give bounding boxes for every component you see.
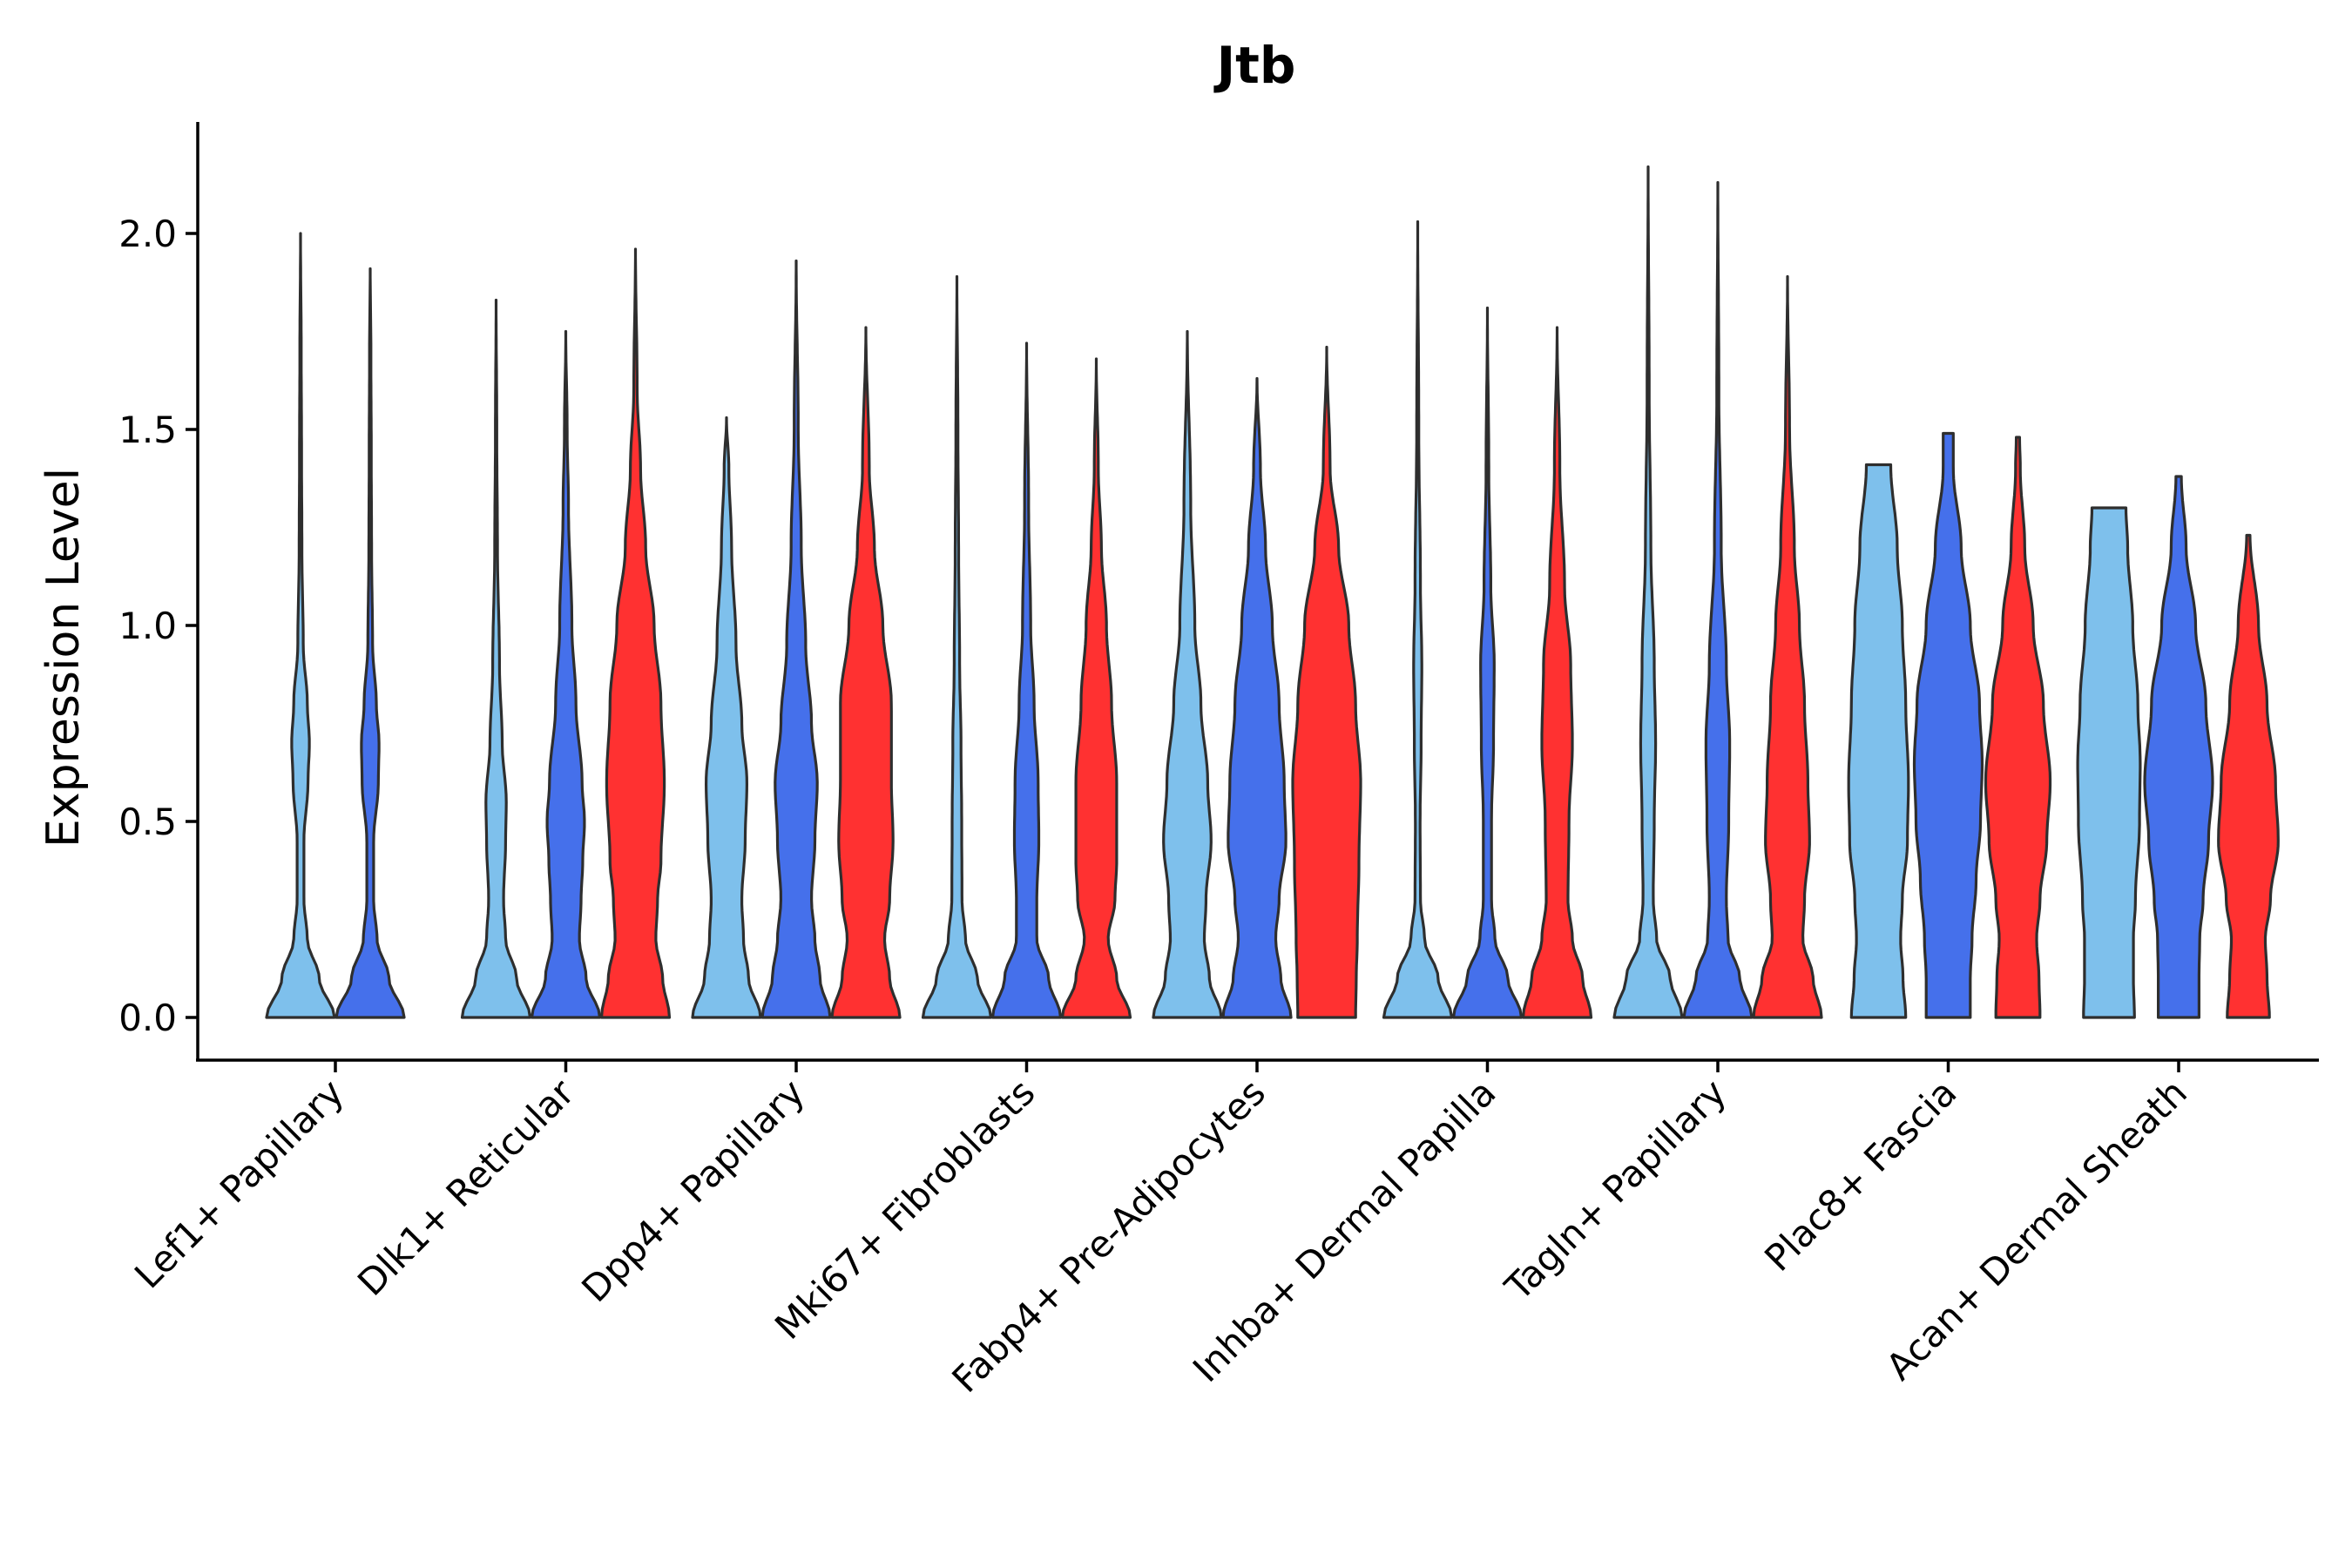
- violin-6-2: [1451, 306, 1524, 1019]
- x-tick-label: Plac8+ Fascia: [1756, 1071, 1964, 1279]
- x-tick-label: Lef1+ Papillary: [126, 1071, 352, 1296]
- violin-7-1: [1612, 165, 1684, 1019]
- violin-2-3: [599, 247, 672, 1019]
- y-axis-label: Expression Level: [37, 468, 90, 848]
- violin-8-1: [1847, 463, 1910, 1019]
- x-tick-label: Dlk1+ Reticular: [349, 1071, 583, 1304]
- violin-5-2: [1221, 376, 1293, 1019]
- violin-6-1: [1382, 220, 1454, 1019]
- x-tick-label: Dpp4+ Papillary: [573, 1071, 813, 1310]
- x-tick-label: Mki67+ Fibroblasts: [767, 1071, 1043, 1347]
- violin-7-2: [1682, 180, 1754, 1019]
- y-tick-label: 0.0: [118, 997, 177, 1039]
- violin-4-2: [990, 341, 1063, 1019]
- violin-1-2: [335, 267, 406, 1019]
- y-tick-label: 0.5: [118, 801, 177, 843]
- y-tick-label: 1.5: [118, 409, 177, 451]
- violin-3-3: [830, 326, 902, 1019]
- x-tick-label: Tagln+ Papillary: [1497, 1071, 1734, 1308]
- violin-2-1: [460, 298, 532, 1019]
- violin-8-3: [1984, 436, 2052, 1019]
- violin-1-1: [265, 232, 336, 1019]
- violin-5-1: [1152, 329, 1223, 1019]
- violin-5-3: [1291, 345, 1362, 1019]
- y-tick-label: 2.0: [118, 213, 177, 255]
- chart-title: Jtb: [1213, 36, 1296, 95]
- violin-8-2: [1912, 431, 1984, 1019]
- violin-9-3: [2217, 533, 2280, 1019]
- violin-4-3: [1060, 357, 1132, 1019]
- violin-6-3: [1521, 326, 1593, 1019]
- violin-2-2: [530, 329, 602, 1019]
- violin-7-3: [1752, 274, 1823, 1019]
- violin-9-1: [2076, 506, 2142, 1019]
- violin-9-2: [2143, 475, 2214, 1019]
- violin-3-2: [760, 259, 832, 1019]
- violin-3-1: [691, 416, 762, 1019]
- y-tick-label: 1.0: [118, 605, 177, 647]
- y-ticks: 0.0 0.5 1.0 1.5 2.0: [118, 213, 198, 1039]
- violin-4-1: [921, 274, 993, 1019]
- violin-group: [265, 165, 2280, 1019]
